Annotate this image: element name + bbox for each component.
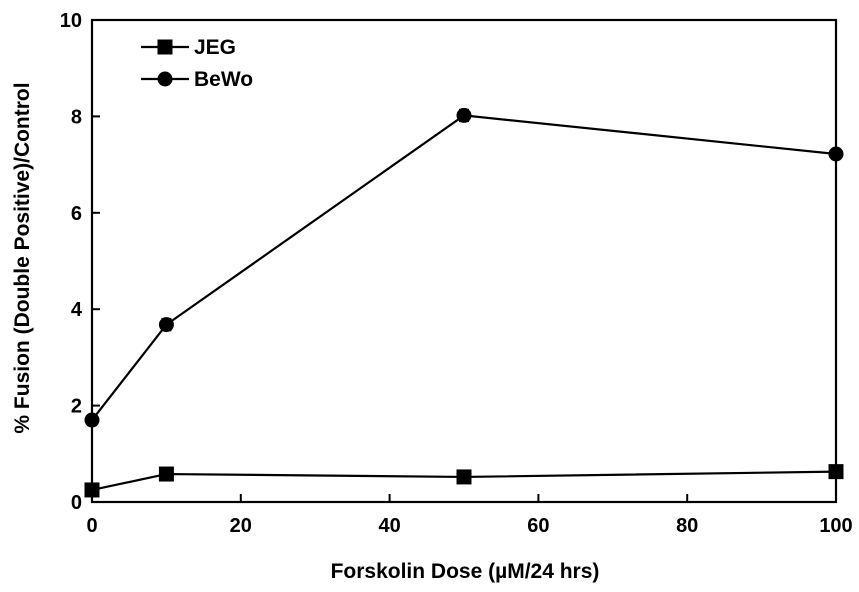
x-tick-label: 20: [230, 515, 252, 537]
x-tick-label: 60: [527, 515, 549, 537]
data-point-bewo: [158, 317, 174, 333]
y-tick-label: 4: [71, 299, 83, 321]
legend-label-bewo: BeWo: [194, 68, 253, 91]
legend-item-bewo: BeWo: [141, 68, 253, 91]
legend-label-jeg: JEG: [194, 36, 236, 59]
legend-item-jeg: JEG: [141, 36, 236, 59]
x-tick-label: 80: [676, 515, 698, 537]
y-tick-label: 8: [71, 106, 82, 128]
x-tick-label: 100: [819, 515, 852, 537]
legend-marker-bewo: [157, 71, 173, 87]
data-point-jeg: [456, 469, 472, 485]
data-point-bewo: [828, 146, 844, 162]
data-point-jeg: [84, 482, 100, 498]
series-line-jeg: [91, 470, 837, 492]
plot-frame: [90, 18, 838, 504]
x-tick-label: 40: [378, 515, 400, 537]
series: [84, 107, 844, 498]
series-jeg: [84, 464, 844, 498]
data-point-jeg: [158, 466, 174, 482]
x-axis-title: Forskolin Dose (µM/24 hrs): [331, 560, 600, 583]
y-tick-label: 6: [71, 203, 82, 225]
data-point-jeg: [828, 464, 844, 480]
y-tick-label: 2: [71, 396, 82, 418]
y-tick-label: 0: [71, 492, 82, 514]
data-point-bewo: [84, 412, 100, 428]
legend: JEG BeWo: [141, 36, 253, 91]
axes: [90, 18, 838, 504]
y-tick-label: 10: [60, 10, 82, 32]
series-line-bewo: [91, 114, 837, 421]
y-axis-title: % Fusion (Double Positive)/Control: [11, 82, 34, 433]
series-bewo: [84, 107, 844, 428]
data-point-bewo: [456, 107, 472, 123]
legend-marker-jeg: [157, 39, 173, 55]
x-tick-label: 0: [86, 515, 97, 537]
